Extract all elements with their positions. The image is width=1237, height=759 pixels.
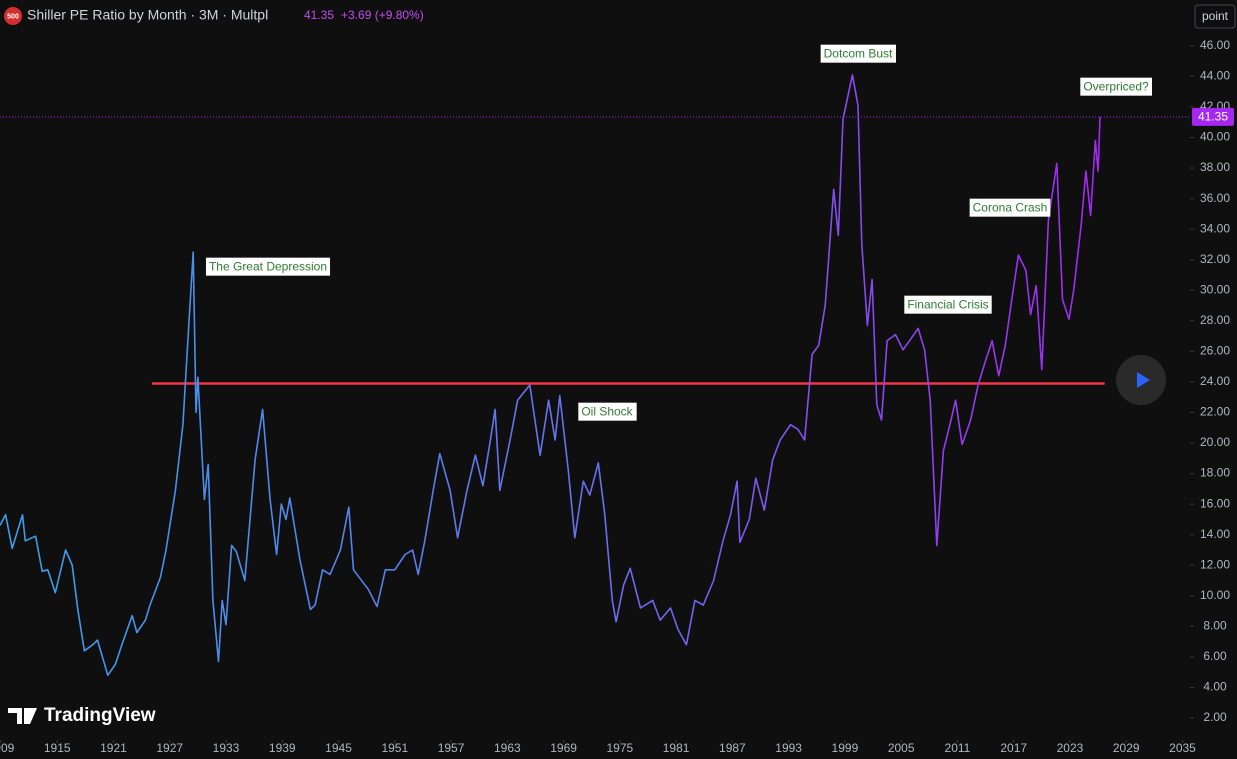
y-tick-label: 34.00 [1200, 221, 1230, 235]
plot-area [0, 74, 1190, 676]
x-tick-label: 1963 [494, 741, 521, 755]
scale-button-label[interactable]: point [1202, 9, 1229, 23]
x-tick-label: 1909 [0, 741, 15, 755]
y-tick-label: 6.00 [1203, 649, 1227, 663]
x-tick-label: 1921 [100, 741, 127, 755]
price: 41.35 [304, 8, 334, 22]
symbol-badge: 500 [7, 13, 19, 20]
brand-name: TradingView [44, 705, 156, 726]
annotation: Overpriced? [1083, 80, 1149, 94]
annotation: The Great Depression [209, 260, 327, 274]
y-tick-label: 4.00 [1203, 680, 1227, 694]
y-tick-label: 24.00 [1200, 374, 1230, 388]
annotation: Oil Shock [581, 405, 633, 419]
x-tick-label: 2011 [945, 741, 971, 755]
y-tick-label: 26.00 [1200, 344, 1230, 358]
price-change: +3.69 (+9.80%) [341, 8, 424, 22]
y-tick-label: 40.00 [1200, 130, 1230, 144]
y-tick-label: 30.00 [1200, 282, 1230, 296]
annotation: Corona Crash [973, 201, 1048, 215]
last-value-badge [1192, 107, 1234, 126]
y-tick-label: 8.00 [1203, 619, 1227, 633]
x-tick-label: 2005 [888, 741, 915, 755]
y-tick-label: 10.00 [1200, 588, 1230, 602]
x-tick-label: 1981 [663, 741, 690, 755]
scale-button[interactable] [1194, 4, 1236, 29]
y-tick-label: 20.00 [1200, 435, 1230, 449]
annotation-box [205, 257, 331, 276]
x-tick-label: 1957 [438, 741, 465, 755]
y-tick-label: 32.00 [1200, 252, 1230, 266]
x-tick-label: 1969 [550, 741, 577, 755]
y-tick-label: 46.00 [1200, 38, 1230, 52]
y-tick-label: 18.00 [1200, 466, 1230, 480]
x-tick-label: 2023 [1057, 741, 1084, 755]
y-tick-label: 28.00 [1200, 313, 1230, 327]
x-tick-label: 1945 [325, 741, 352, 755]
y-tick-label: 44.00 [1200, 69, 1230, 83]
x-tick-label: 1933 [213, 741, 240, 755]
x-tick-label: 2017 [1000, 741, 1027, 755]
x-tick-label: 1993 [775, 741, 802, 755]
y-tick-label: 14.00 [1200, 527, 1230, 541]
x-tick-label: 1915 [44, 741, 71, 755]
annotation-box [820, 44, 897, 63]
y-tick-label: 36.00 [1200, 191, 1230, 205]
x-tick-label: 1987 [719, 741, 746, 755]
annotation-box [1080, 77, 1152, 96]
annotation: Dotcom Bust [824, 47, 893, 61]
y-tick-label: 22.00 [1200, 405, 1230, 419]
data-line [0, 74, 1101, 676]
play-icon[interactable] [1137, 372, 1150, 388]
annotation-box [904, 295, 992, 314]
x-tick-label: 1951 [381, 741, 408, 755]
y-tick-label: 12.00 [1200, 557, 1230, 571]
annotation-box [578, 402, 637, 421]
x-tick-label: 1975 [606, 741, 633, 755]
x-tick-label: 1927 [156, 741, 183, 755]
y-tick-label: 38.00 [1200, 160, 1230, 174]
last-value-label: 41.35 [1198, 110, 1228, 124]
annotation: Financial Crisis [907, 298, 988, 312]
x-tick-label: 2029 [1113, 741, 1140, 755]
y-tick-label: 16.00 [1200, 496, 1230, 510]
annotation-box [969, 198, 1051, 217]
x-tick-label: 1999 [832, 741, 859, 755]
x-tick-label: 2035 [1169, 741, 1196, 755]
x-tick-label: 1939 [269, 741, 296, 755]
brand-logo [8, 708, 37, 724]
symbol-icon [4, 7, 22, 25]
chart-title: Shiller PE Ratio by Month · 3M · Multpl [27, 7, 268, 23]
y-tick-label: 2.00 [1203, 710, 1227, 724]
